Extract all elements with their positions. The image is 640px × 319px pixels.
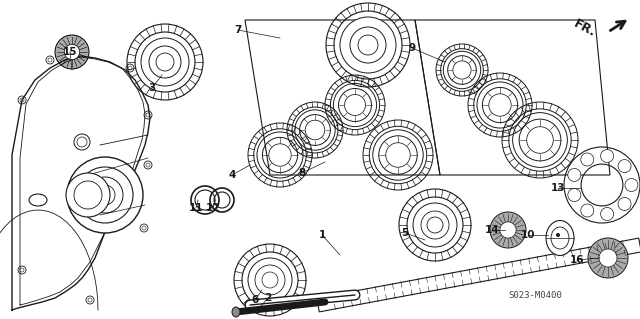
Circle shape (67, 157, 143, 233)
Circle shape (87, 177, 123, 213)
Ellipse shape (232, 307, 240, 317)
Circle shape (74, 134, 90, 150)
Text: 11: 11 (189, 203, 204, 213)
Text: 1: 1 (318, 230, 326, 240)
Circle shape (248, 258, 292, 302)
Circle shape (618, 197, 631, 211)
Circle shape (580, 153, 594, 166)
Text: 7: 7 (234, 25, 242, 35)
Circle shape (600, 207, 614, 220)
Text: 5: 5 (401, 228, 408, 238)
Circle shape (556, 233, 560, 237)
Text: 9: 9 (408, 43, 415, 53)
Text: S023-M0400: S023-M0400 (508, 291, 562, 300)
Circle shape (600, 150, 614, 162)
Polygon shape (317, 238, 640, 312)
Text: FR.: FR. (572, 17, 598, 39)
Text: 13: 13 (551, 183, 565, 193)
Circle shape (625, 179, 638, 191)
Circle shape (65, 44, 79, 60)
Circle shape (66, 173, 110, 217)
Text: 8: 8 (298, 168, 306, 178)
Circle shape (580, 204, 594, 217)
Text: 4: 4 (228, 170, 236, 180)
Text: 15: 15 (63, 47, 77, 57)
Ellipse shape (546, 220, 574, 256)
Circle shape (413, 203, 457, 247)
Circle shape (568, 168, 581, 182)
Circle shape (490, 212, 526, 248)
Text: 10: 10 (521, 230, 535, 240)
Text: 2: 2 (264, 293, 271, 303)
Circle shape (500, 222, 516, 238)
Circle shape (588, 238, 628, 278)
Circle shape (340, 17, 396, 73)
Text: 14: 14 (484, 225, 499, 235)
Circle shape (568, 189, 581, 202)
Circle shape (599, 249, 617, 267)
Text: 12: 12 (205, 203, 220, 213)
Circle shape (55, 35, 89, 69)
Circle shape (149, 46, 181, 78)
Circle shape (618, 160, 631, 173)
Text: 16: 16 (570, 255, 584, 265)
Text: 3: 3 (148, 83, 156, 93)
Ellipse shape (29, 194, 47, 206)
Text: 6: 6 (252, 295, 259, 305)
